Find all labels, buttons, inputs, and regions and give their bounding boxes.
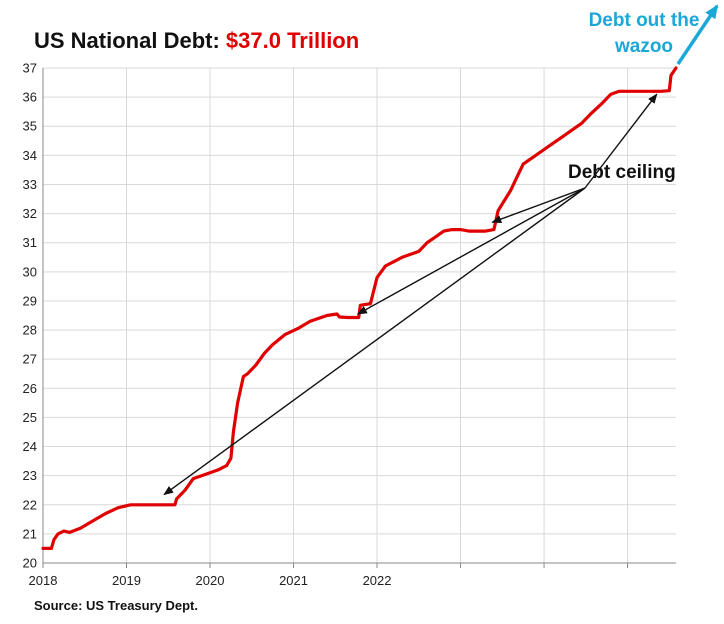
tick-labels: 2021222324252627282930313233343536372018… [23, 61, 392, 589]
debt-ceiling-arrow [163, 187, 586, 496]
x-tick-label: 2021 [279, 573, 308, 588]
y-tick-label: 22 [23, 497, 37, 512]
axes [42, 68, 676, 568]
x-tick-label: 2022 [363, 573, 392, 588]
grid-lines [42, 67, 676, 564]
x-tick-label: 2018 [29, 573, 58, 588]
y-tick-label: 33 [23, 177, 37, 192]
debt-series-line [41, 66, 678, 551]
y-tick-label: 27 [23, 352, 37, 367]
y-tick-label: 26 [23, 381, 37, 396]
y-tick-label: 24 [23, 439, 37, 454]
source-note: Source: US Treasury Dept. [34, 598, 198, 613]
y-tick-label: 20 [23, 556, 37, 571]
y-tick-label: 37 [23, 61, 37, 76]
y-tick-label: 29 [23, 293, 37, 308]
debt-ceiling-arrow [491, 187, 586, 223]
wazoo-line-2: wazoo [614, 36, 674, 57]
wazoo-line-1: Debt out the [588, 10, 700, 31]
y-tick-label: 28 [23, 323, 37, 338]
wazoo-arrow [676, 4, 719, 65]
y-tick-label: 23 [23, 468, 37, 483]
debt-ceiling-arrow [584, 93, 658, 189]
title-highlight: $37.0 Trillion [225, 28, 360, 53]
debt-ceiling-annotation: Debt ceiling [568, 162, 676, 183]
debt-ceiling-arrow [356, 187, 586, 315]
y-tick-label: 35 [23, 119, 37, 134]
chart-title: US National Debt: $37.0 Trillion [34, 28, 359, 54]
y-tick-label: 21 [23, 526, 37, 541]
y-tick-label: 34 [23, 148, 37, 163]
y-tick-label: 36 [23, 90, 37, 105]
y-tick-label: 25 [23, 410, 37, 425]
x-tick-label: 2020 [196, 573, 225, 588]
wazoo-annotation: Debt out the wazoo [574, 8, 714, 60]
y-tick-label: 30 [23, 264, 37, 279]
annotation-arrows [163, 4, 719, 496]
x-tick-label: 2019 [112, 573, 141, 588]
title-prefix: US National Debt: [34, 28, 226, 53]
y-tick-label: 31 [23, 235, 37, 250]
y-tick-label: 32 [23, 206, 37, 221]
series-layer [41, 66, 678, 551]
